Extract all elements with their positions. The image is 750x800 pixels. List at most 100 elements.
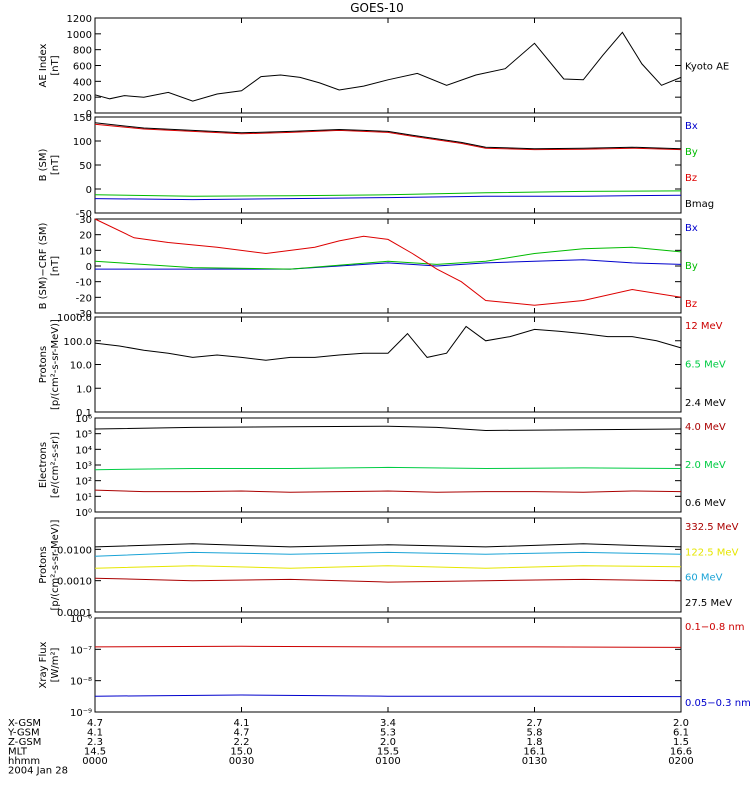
x-tick-label: 15.0: [230, 747, 252, 758]
x-tick-label: 3.4: [380, 718, 396, 729]
panel-xray: 10⁻⁹ 10⁻⁸ 10⁻⁷ 10⁻⁶ Xray Flux [W/m²] 0.1−0.8 n…: [38, 614, 750, 719]
y-tick-label: -50: [76, 209, 92, 220]
y-tick-label: 800: [73, 46, 92, 57]
series-line-60-mev: [94, 551, 682, 557]
panel-frame: [94, 218, 682, 314]
series-line-0-6-mev: [94, 425, 682, 432]
y-axis-label: AE Index: [38, 43, 49, 87]
legend-entry: 0.1−0.8 nm: [685, 622, 744, 633]
y-tick-label: 1200: [67, 14, 92, 25]
y-tick-label: 400: [73, 77, 92, 88]
x-tick-label: 0130: [522, 756, 547, 767]
y-tick-label: 10²: [75, 477, 92, 488]
y-tick-label: 10: [79, 246, 92, 257]
series-line-0-1-0-8-nm: [94, 645, 682, 648]
series-line-27-5-mev: [94, 543, 682, 548]
y-tick-label: 0.1: [76, 408, 92, 419]
y-axis-label: Xray Flux: [38, 641, 49, 688]
series-line-2-0-mev: [94, 466, 682, 471]
x-tick-label: 2.2: [234, 737, 250, 748]
legend-entry: Kyoto AE: [685, 62, 729, 73]
series-line-2-4-mev: [94, 325, 682, 361]
y-tick-label: 200: [73, 93, 92, 104]
x-tick-label: 2.0: [380, 737, 396, 748]
legend-entry: 27.5 MeV: [685, 598, 732, 609]
y-tick-label: 0.0001: [57, 608, 92, 619]
y-tick-label: 10³: [75, 461, 92, 472]
date-label: 2004 Jan 28: [8, 766, 68, 777]
panel-electrons: 10⁰ 10¹ 10² 10³ 10⁴ 10⁵ 10⁶ Electrons [e/(cm²-s-…: [38, 414, 726, 519]
x-tick-label: 1.8: [527, 737, 543, 748]
x-axis-row-label: Z-GSM: [8, 737, 41, 748]
panel-frame: [94, 517, 682, 613]
y-tick-label: 1000: [67, 30, 92, 41]
panel-bsm: -50 0 50 100 150 B (SM) [nT] Bx By Bz Bmag: [38, 113, 714, 220]
y-axis-label: [e/(cm²-s-sr)]: [50, 432, 61, 498]
x-tick-label: 0000: [82, 756, 107, 767]
y-tick-label: 0: [86, 185, 92, 196]
legend-entry: Bz: [685, 299, 697, 310]
y-axis-label: [nT]: [50, 55, 61, 75]
x-tick-label: 4.7: [87, 718, 103, 729]
panel-frame: [94, 617, 682, 713]
legend-entry: By: [685, 261, 698, 272]
legend-entry: By: [685, 147, 698, 158]
chart-title: GOES-10: [350, 1, 404, 15]
y-tick-label: 0.0010: [57, 577, 92, 588]
x-tick-label: 6.1: [673, 728, 689, 739]
legend-entry: 332.5 MeV: [685, 522, 739, 533]
y-axis-label: [nT]: [50, 155, 61, 175]
y-tick-label: 10⁻⁷: [70, 645, 92, 656]
y-tick-label: -30: [76, 309, 92, 320]
y-axis-label: [p/(cm²-s-sr-MeV)]: [50, 319, 61, 410]
y-tick-label: 10⁻⁸: [70, 677, 92, 688]
panel-ae: 0 200 400 600 800 1000 1200 AE Index [nT] Kyoto A…: [38, 14, 729, 120]
panel-protons_hi: 0.0001 0.0010 0.0100 Protons [p/(cm²-s-sr-Me…: [38, 517, 739, 619]
panel-protons_lo: 0.1 1.0 10.0 100.0 1000.0 Protons [p/(cm²-s-sr…: [38, 313, 726, 419]
y-axis-label: Protons: [38, 346, 49, 383]
y-tick-label: 100.0: [63, 337, 92, 348]
x-axis-row-label: hhmm: [8, 756, 40, 767]
y-tick-label: 1000.0: [57, 313, 92, 324]
y-tick-label: 0: [86, 262, 92, 273]
x-tick-label: 4.1: [87, 728, 103, 739]
y-tick-label: 10⁵: [75, 430, 92, 441]
series-line-122-5-mev: [94, 565, 682, 569]
y-axis-label: [W/m²]: [50, 647, 61, 682]
series-line-4-0-mev: [94, 489, 682, 493]
legend-entry: 60 MeV: [685, 573, 723, 584]
y-tick-label: 50: [79, 161, 92, 172]
y-tick-label: 10⁰: [75, 508, 92, 519]
series-line-by: [94, 190, 682, 197]
y-tick-label: 10⁶: [75, 414, 92, 425]
x-tick-label: 1.5: [673, 737, 689, 748]
series-line-bz: [94, 123, 682, 151]
series-line-kyoto-ae: [94, 31, 682, 102]
legend-entry: Bx: [685, 121, 698, 132]
x-tick-label: 14.5: [84, 747, 106, 758]
y-tick-label: 150: [73, 113, 92, 124]
legend-entry: Bz: [685, 173, 697, 184]
legend-entry: 122.5 MeV: [685, 547, 739, 558]
x-tick-label: 16.1: [523, 747, 545, 758]
x-tick-label: 15.5: [377, 747, 399, 758]
series-line-by: [94, 246, 682, 270]
series-line-bx: [95, 259, 682, 270]
x-axis-table: X-GSM 4.7 4.1 3.4 2.7 2.0Y-GSM 4.1 4.7 5.3 5.8 6.1…: [7, 718, 694, 777]
y-axis-label: Electrons: [38, 442, 49, 488]
y-axis-label: [p/(cm²-s-sr-MeV)]: [50, 519, 61, 610]
x-tick-label: 5.8: [527, 728, 543, 739]
x-tick-label: 2.7: [527, 718, 543, 729]
x-tick-label: 0200: [668, 756, 693, 767]
y-tick-label: 600: [73, 62, 92, 73]
panel-frame: [94, 417, 682, 513]
y-axis-label: B (SM): [38, 148, 49, 181]
series-line-bx: [94, 194, 682, 201]
series-line-bmag: [94, 122, 682, 150]
x-axis-row-label: Y-GSM: [7, 728, 40, 739]
y-tick-label: 1.0: [76, 384, 92, 395]
x-tick-label: 4.1: [234, 718, 250, 729]
y-tick-label: 10¹: [75, 492, 92, 503]
legend-entry: 6.5 MeV: [685, 360, 726, 371]
